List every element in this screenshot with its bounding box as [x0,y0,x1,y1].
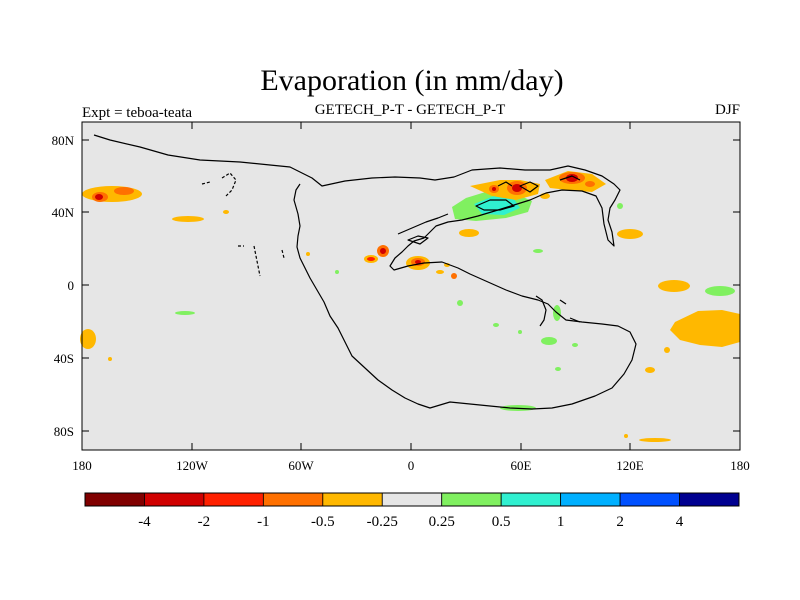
figure-title: Evaporation (in mm/day) [260,64,563,97]
colorbar-label: -4 [138,514,151,530]
coastline-island [497,181,513,187]
lat-tick-label: 80S [54,424,74,439]
colorbar-label: -0.25 [367,514,398,530]
colorbar-swatch [322,492,383,507]
contour-red [566,174,578,182]
lat-tick-label: 40N [52,205,75,220]
contour-green [175,311,195,315]
lat-tick-label: 0 [68,278,75,293]
longitude-axis [81,122,741,450]
coastline-island [519,181,539,193]
contour-green [335,270,339,274]
contour-orange [80,329,96,349]
contour-green [541,337,557,345]
contour-red [380,248,386,254]
contour-red [492,187,496,191]
colorbar-label: -2 [198,514,211,530]
coastline-rift [397,213,449,235]
coastline-island-arc [221,172,237,197]
contour-orange [436,270,444,274]
colorbar-swatch [381,492,443,507]
contour-orange [172,216,204,222]
coastline-island-arc [253,245,261,277]
contour-green [572,343,578,347]
colorbar-swatch [262,492,324,507]
contour-orange [645,367,655,373]
contour-orange [664,347,670,353]
map-panel: 80N 40N 0 40S 80S 180 120W 60W 0 60E 120… [52,121,750,473]
latitude-axis [82,139,740,432]
contour-orange [617,229,643,239]
contour-orange [670,310,740,347]
contour-orange [306,252,310,256]
lon-tick-label: 60E [511,458,532,473]
colorbar-swatch [679,492,740,507]
contour-red [415,260,421,264]
colorbar-swatch [203,492,264,507]
colorbar: -4 -2 -1 -0.5 -0.25 0.25 0.5 1 2 4 [84,492,740,530]
contour-green [493,323,499,327]
coastline-shore [535,295,547,327]
coastline-island-arc [281,249,285,259]
lon-tick-label: 180 [730,458,750,473]
contour-red [367,257,375,261]
experiment-label: Expt = teboa-teata [82,105,192,121]
colorbar-label: 1 [557,514,565,530]
contour-green [533,249,543,253]
evaporation-anomaly-contours [80,171,740,442]
contour-green [518,330,522,334]
season-label: DJF [715,102,740,118]
model-comparison-label: GETECH_P-T - GETECH_P-T [315,102,506,118]
coastline-shore [559,299,567,305]
coastline-island-arc [201,181,211,185]
colorbar-label: 0.5 [492,514,511,530]
contour-orange [624,434,628,438]
colorbar-swatch [441,492,502,507]
coastline-island [407,235,429,245]
lat-tick-label: 40S [54,351,74,366]
colorbar-label: 2 [616,514,624,530]
contour-green [617,203,623,209]
lon-tick-label: 60W [288,458,314,473]
contour-orange [658,280,690,292]
lon-tick-label: 180 [72,458,92,473]
coastline-shore [569,317,581,323]
contour-red [95,194,103,200]
colorbar-frame [84,492,740,507]
coastline-island [559,175,581,181]
contour-green [705,286,735,296]
colorbar-swatch [84,492,145,507]
colorbar-swatch [560,492,621,507]
contour-orange [223,210,229,214]
contour-green [457,300,463,306]
colorbar-label: -1 [257,514,270,530]
lat-tick-label: 80N [52,133,75,148]
colorbar-swatch [500,492,562,507]
contour-orange [108,357,112,361]
contour-orange [451,273,457,279]
coastline-pangea [93,134,637,410]
colorbar-label: 4 [676,514,684,530]
coastlines [93,134,637,410]
map-background [82,122,740,450]
lon-tick-label: 120E [616,458,644,473]
contour-orange [585,181,595,187]
contour-orange [82,186,142,202]
lon-tick-label: 120W [176,458,209,473]
contour-green [555,367,561,371]
contour-orange [459,229,479,237]
colorbar-swatch [619,492,680,507]
colorbar-label: -0.5 [311,514,335,530]
contour-orange [639,438,671,442]
colorbar-label: 0.25 [429,514,455,530]
contour-orange [114,187,134,195]
colorbar-swatch [144,492,205,507]
lon-tick-label: 0 [408,458,415,473]
coastline-island [475,199,515,211]
